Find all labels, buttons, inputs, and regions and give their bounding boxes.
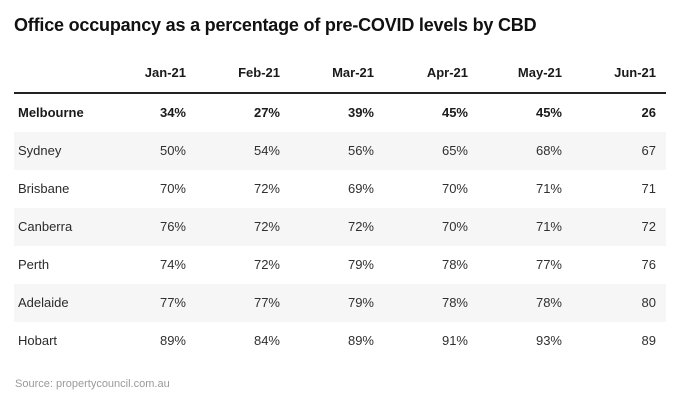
value-cell: 39% xyxy=(347,105,374,120)
value-cell: 45% xyxy=(535,105,562,120)
value-cell: 71% xyxy=(535,181,562,196)
value-cell: 54% xyxy=(253,143,280,158)
value-cell: 72% xyxy=(253,257,280,272)
value-cell: 65% xyxy=(441,143,468,158)
header-row: Jan-21 Feb-21 Mar-21 Apr-21 May-21 Jun-21 xyxy=(14,56,666,93)
value-cell: 72% xyxy=(253,181,280,196)
value-cell: 79% xyxy=(347,295,374,310)
row-label: Brisbane xyxy=(18,181,70,196)
occupancy-table: Jan-21 Feb-21 Mar-21 Apr-21 May-21 Jun-21 Mel… xyxy=(14,56,666,360)
value-cell: 67 xyxy=(641,143,656,158)
table-row: Hobart 89% 84% 89% 91% 93% 89 xyxy=(14,322,666,360)
page-title: Office occupancy as a percentage of pre-… xyxy=(14,15,537,35)
value-cell: 77% xyxy=(159,295,186,310)
value-cell: 27% xyxy=(253,105,280,120)
value-cell: 80 xyxy=(641,295,656,310)
value-cell: 68% xyxy=(535,143,562,158)
value-cell: 70% xyxy=(441,181,468,196)
value-cell: 76% xyxy=(159,219,186,234)
value-cell: 77% xyxy=(535,257,562,272)
table-body: Melbourne 34% 27% 39% 45% 45% 26 Sydney 50% 54% 56… xyxy=(14,93,666,360)
column-header: Feb-21 xyxy=(238,65,280,80)
table-row: Brisbane 70% 72% 69% 70% 71% 71 xyxy=(14,170,666,208)
value-cell: 50% xyxy=(159,143,186,158)
table-row: Adelaide 77% 77% 79% 78% 78% 80 xyxy=(14,284,666,322)
value-cell: 71 xyxy=(641,181,656,196)
value-cell: 72% xyxy=(347,219,374,234)
row-label: Canberra xyxy=(18,219,73,234)
value-cell: 89 xyxy=(641,333,656,348)
column-header: Mar-21 xyxy=(332,65,374,80)
value-cell: 72% xyxy=(253,219,280,234)
value-cell: 89% xyxy=(347,333,374,348)
table-row: Canberra 76% 72% 72% 70% 71% 72 xyxy=(14,208,666,246)
value-cell: 91% xyxy=(441,333,468,348)
value-cell: 70% xyxy=(441,219,468,234)
value-cell: 78% xyxy=(441,257,468,272)
value-cell: 74% xyxy=(159,257,186,272)
column-header: Jun-21 xyxy=(614,65,656,80)
column-header: Jan-21 xyxy=(144,65,186,80)
value-cell: 76 xyxy=(641,257,656,272)
value-cell: 56% xyxy=(347,143,374,158)
row-label: Adelaide xyxy=(18,295,69,310)
row-label: Hobart xyxy=(18,333,58,348)
value-cell: 78% xyxy=(535,295,562,310)
value-cell: 71% xyxy=(535,219,562,234)
column-header: May-21 xyxy=(517,65,562,80)
table-row: Perth 74% 72% 79% 78% 77% 76 xyxy=(14,246,666,284)
column-header-blank xyxy=(14,56,102,93)
table-row: Melbourne 34% 27% 39% 45% 45% 26 xyxy=(14,93,666,132)
value-cell: 77% xyxy=(253,295,280,310)
value-cell: 79% xyxy=(347,257,374,272)
value-cell: 93% xyxy=(535,333,562,348)
value-cell: 78% xyxy=(441,295,468,310)
value-cell: 69% xyxy=(347,181,374,196)
value-cell: 89% xyxy=(159,333,186,348)
table-row: Sydney 50% 54% 56% 65% 68% 67 xyxy=(14,132,666,170)
row-label: Sydney xyxy=(18,143,62,158)
column-header: Apr-21 xyxy=(426,65,468,80)
value-cell: 72 xyxy=(641,219,656,234)
source-note: Source: propertycouncil.com.au xyxy=(15,378,170,390)
value-cell: 34% xyxy=(159,105,186,120)
value-cell: 84% xyxy=(253,333,280,348)
value-cell: 45% xyxy=(441,105,468,120)
value-cell: 26 xyxy=(641,105,656,120)
value-cell: 70% xyxy=(159,181,186,196)
row-label: Melbourne xyxy=(18,105,84,120)
row-label: Perth xyxy=(18,257,50,272)
